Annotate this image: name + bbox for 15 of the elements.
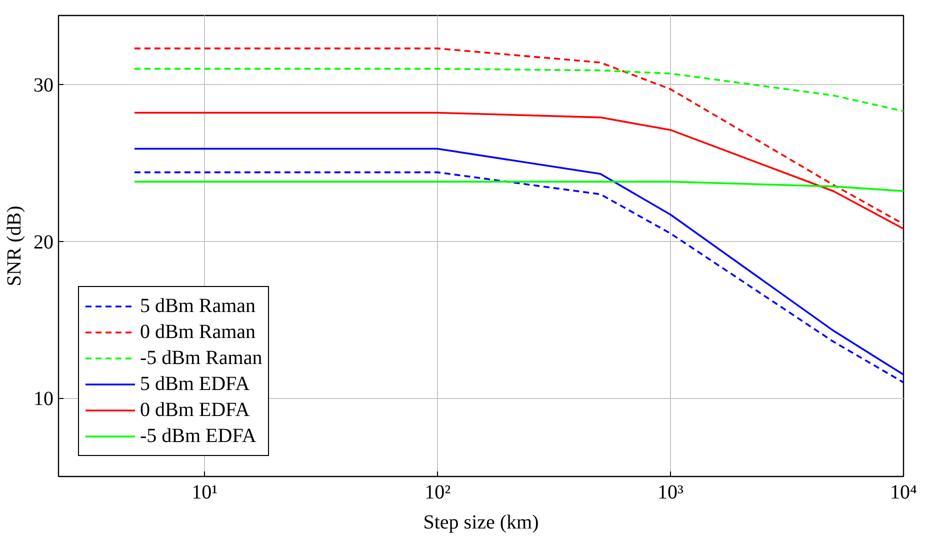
y-axis-title: SNR (dB) bbox=[4, 206, 26, 286]
legend-label: 5 dBm EDFA bbox=[140, 372, 250, 396]
y-tick-label: 30 bbox=[34, 74, 54, 96]
x-axis-title: Step size (km) bbox=[423, 512, 539, 534]
x-tick-label: 10¹ bbox=[192, 482, 218, 504]
x-tick-label: 10⁴ bbox=[890, 482, 918, 504]
legend-label: 5 dBm Raman bbox=[140, 294, 256, 318]
y-tick-label: 10 bbox=[34, 388, 54, 410]
legend-label: -5 dBm EDFA bbox=[140, 424, 256, 448]
x-tick-label: 10³ bbox=[658, 482, 684, 504]
x-tick-label: 10² bbox=[424, 482, 451, 504]
legend-label: 0 dBm Raman bbox=[140, 320, 256, 344]
legend-label: -5 dBm Raman bbox=[140, 346, 262, 370]
y-tick-label: 20 bbox=[34, 231, 54, 254]
legend-label: 0 dBm EDFA bbox=[140, 398, 250, 422]
